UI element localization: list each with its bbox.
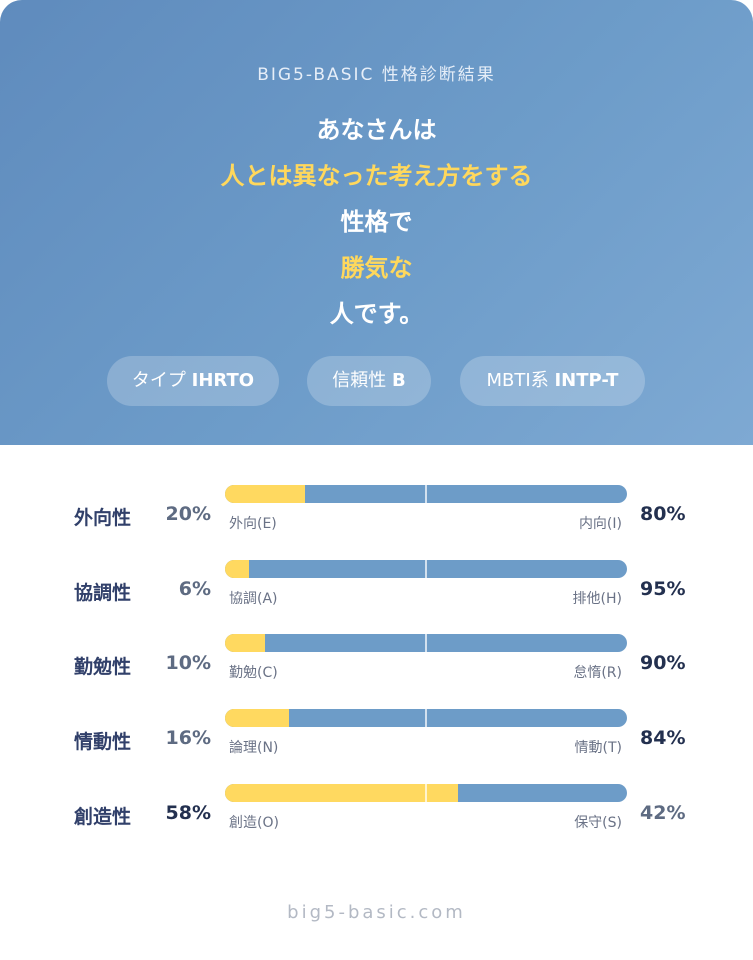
reliability-chip: 信頼性 B bbox=[307, 356, 431, 406]
trait-right-pole: 内向(I) bbox=[578, 516, 622, 532]
result-header: BIG5-BASIC 性格診断結果 あなさんは 人とは異なった考え方をする 性格… bbox=[0, 0, 753, 445]
trait-right-pole: 保守(S) bbox=[574, 815, 622, 831]
headline-line-2: 人とは異なった考え方をする bbox=[220, 162, 533, 190]
trait-row-creativity: 創造性 58% 創造(O) 保守(S) 42% bbox=[0, 784, 753, 844]
trait-right-percent: 90% bbox=[640, 652, 686, 674]
trait-bar-midline bbox=[425, 485, 427, 503]
headline-line-5: 人です。 bbox=[329, 300, 424, 328]
trait-name: 情動性 bbox=[74, 731, 132, 753]
trait-name: 協調性 bbox=[74, 582, 132, 604]
trait-left-pole: 勤勉(C) bbox=[229, 665, 278, 681]
trait-bar bbox=[225, 634, 627, 652]
trait-bar-fill bbox=[225, 485, 306, 503]
trait-left-percent: 10% bbox=[165, 652, 211, 674]
trait-right-pole: 情動(T) bbox=[574, 740, 622, 756]
trait-right-pole: 排他(H) bbox=[572, 591, 622, 607]
trait-bar bbox=[225, 485, 627, 503]
trait-bar bbox=[225, 784, 627, 802]
trait-left-pole: 論理(N) bbox=[229, 740, 279, 756]
trait-bar-midline bbox=[425, 709, 427, 727]
trait-left-pole: 外向(E) bbox=[229, 516, 277, 532]
result-subtitle: BIG5-BASIC 性格診断結果 bbox=[257, 65, 496, 85]
mbti-chip: MBTI系 INTP-T bbox=[460, 356, 645, 406]
trait-row-conscientiousness: 勤勉性 10% 勤勉(C) 怠惰(R) 90% bbox=[0, 634, 753, 694]
headline-line-4: 勝気な bbox=[340, 254, 413, 282]
trait-right-pole: 怠惰(R) bbox=[573, 665, 622, 681]
trait-left-percent: 6% bbox=[178, 578, 211, 600]
trait-name: 外向性 bbox=[74, 507, 132, 529]
trait-right-percent: 84% bbox=[640, 727, 686, 749]
trait-left-pole: 協調(A) bbox=[229, 591, 278, 607]
trait-bar-fill bbox=[225, 634, 266, 652]
trait-left-percent: 58% bbox=[165, 802, 211, 824]
result-chips: タイプ IHRTO 信頼性 B MBTI系 INTP-T bbox=[0, 356, 753, 406]
trait-row-emotionality: 情動性 16% 論理(N) 情動(T) 84% bbox=[0, 709, 753, 769]
trait-right-percent: 80% bbox=[640, 503, 686, 525]
trait-bar-fill bbox=[225, 709, 290, 727]
trait-bar bbox=[225, 560, 627, 578]
trait-bar-midline bbox=[425, 634, 427, 652]
trait-bar bbox=[225, 709, 627, 727]
trait-left-percent: 16% bbox=[165, 727, 211, 749]
trait-row-extraversion: 外向性 20% 外向(E) 内向(I) 80% bbox=[0, 485, 753, 545]
reliability-chip-label: 信頼性 bbox=[332, 370, 387, 391]
mbti-chip-value: INTP-T bbox=[554, 370, 619, 391]
headline-line-3: 性格で bbox=[340, 208, 413, 236]
reliability-chip-value: B bbox=[392, 370, 406, 391]
site-footer: big5-basic.com bbox=[287, 902, 466, 923]
type-chip-label: タイプ bbox=[131, 370, 186, 391]
headline-line-1: あなさんは bbox=[316, 116, 437, 144]
trait-bar-midline bbox=[425, 784, 427, 802]
trait-name: 勤勉性 bbox=[74, 656, 132, 678]
trait-row-agreeableness: 協調性 6% 協調(A) 排他(H) 95% bbox=[0, 560, 753, 620]
trait-bar-midline bbox=[425, 560, 427, 578]
trait-bar-fill bbox=[225, 560, 250, 578]
type-chip-value: IHRTO bbox=[191, 370, 255, 391]
trait-right-percent: 42% bbox=[640, 802, 686, 824]
trait-right-percent: 95% bbox=[640, 578, 686, 600]
mbti-chip-label: MBTI系 bbox=[486, 370, 549, 391]
trait-bar-fill bbox=[225, 784, 459, 802]
trait-left-percent: 20% bbox=[165, 503, 211, 525]
trait-left-pole: 創造(O) bbox=[229, 815, 279, 831]
trait-name: 創造性 bbox=[74, 806, 132, 828]
type-chip: タイプ IHRTO bbox=[107, 356, 279, 406]
